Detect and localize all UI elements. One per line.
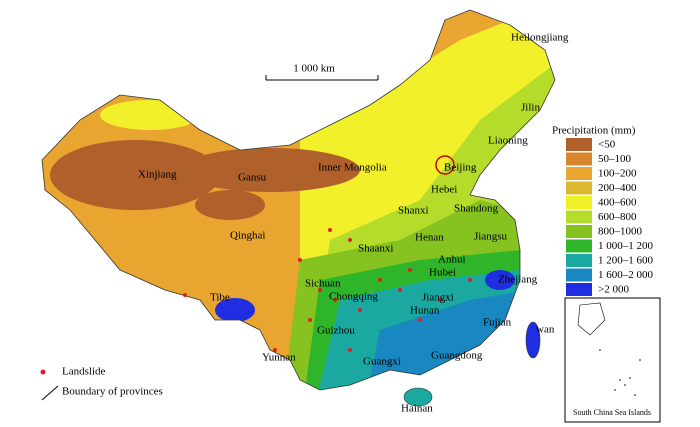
province-label: Hunan	[410, 305, 440, 317]
province-label: Jiangxi	[422, 292, 454, 304]
province-label: Guangdong	[431, 350, 483, 362]
legend-label: 100–200	[598, 168, 637, 180]
legend-swatch	[566, 254, 592, 267]
province-label: Jilin	[521, 102, 540, 114]
province-label: Shanxi	[398, 205, 429, 217]
province-label: Xinjiang	[138, 169, 177, 181]
legend-label: 1 200–1 600	[598, 255, 654, 267]
hainan-island	[403, 387, 433, 407]
province-label: Hainan	[401, 403, 433, 415]
province-label: Guizhou	[317, 325, 355, 337]
legend-swatch	[566, 138, 592, 151]
inset-label: South China Sea Islands	[573, 408, 651, 417]
taiwan-island	[525, 321, 541, 359]
province-label: Liaoning	[488, 135, 528, 147]
province-label: Gansu	[238, 172, 267, 184]
key-landslide-symbol	[40, 369, 46, 375]
legend-label: 600–800	[598, 211, 637, 223]
province-label: Hubei	[429, 267, 456, 279]
legend-swatch	[566, 283, 592, 296]
province-label: Chongqing	[329, 291, 378, 303]
legend-swatch	[566, 196, 592, 209]
legend-label: >2 000	[598, 284, 629, 296]
scale-label: 1 000 km	[293, 63, 335, 75]
province-label: Guangxi	[363, 356, 401, 368]
legend-swatch	[566, 225, 592, 238]
province-label: Zhejiang	[498, 274, 538, 286]
inset-islands	[599, 349, 641, 396]
province-labels: Heilongjiang Jilin Liaoning Xinjiang Gansu In…	[138, 32, 569, 415]
province-label: Henan	[415, 232, 444, 244]
legend-swatch	[566, 268, 592, 282]
legend-swatch	[566, 210, 592, 224]
legend: <50 50–100 100–200 200–400 400–600 600–800 800…	[566, 138, 654, 296]
legend-swatch	[566, 167, 592, 180]
legend-swatch	[566, 239, 592, 253]
country-outline	[41, 9, 556, 391]
province-label: Fujian	[483, 317, 512, 329]
province-label: Hebei	[431, 184, 457, 196]
legend-swatch	[566, 152, 592, 166]
province-label: Yunnan	[262, 352, 296, 364]
province-label: Sichuan	[305, 278, 341, 290]
province-label: Jiangsu	[474, 231, 508, 243]
inset-frame	[564, 297, 661, 423]
province-label: Shandong	[454, 203, 499, 215]
legend-label: 800–1000	[598, 226, 643, 238]
legend-label: 200–400	[598, 182, 637, 194]
province-label: Anhui	[438, 254, 466, 266]
inset-coast	[577, 302, 606, 336]
legend-label: 400–600	[598, 197, 637, 209]
province-label: Shaanxi	[358, 243, 393, 255]
province-label: Tibe	[210, 292, 230, 304]
province-label: Heilongjiang	[511, 32, 569, 44]
legend-swatch	[566, 181, 592, 195]
key-landslide: Landslide	[62, 366, 105, 378]
beijing-marker	[435, 155, 455, 175]
province-label: wan	[536, 324, 555, 336]
province-label: Beijing	[444, 162, 477, 174]
province-label: Inner Mongolia	[318, 162, 387, 174]
legend-title: Precipitation (mm)	[552, 125, 636, 137]
key-boundary: Boundary of provinces	[62, 386, 163, 398]
legend-label: 1 600–2 000	[598, 269, 654, 281]
province-label: Qinghai	[230, 230, 265, 242]
landslide-points	[183, 228, 472, 352]
legend-label: 50–100	[598, 153, 632, 165]
legend-label: 1 000–1 200	[598, 240, 654, 252]
key-boundary-symbol	[41, 385, 59, 401]
legend-label: <50	[598, 139, 616, 151]
